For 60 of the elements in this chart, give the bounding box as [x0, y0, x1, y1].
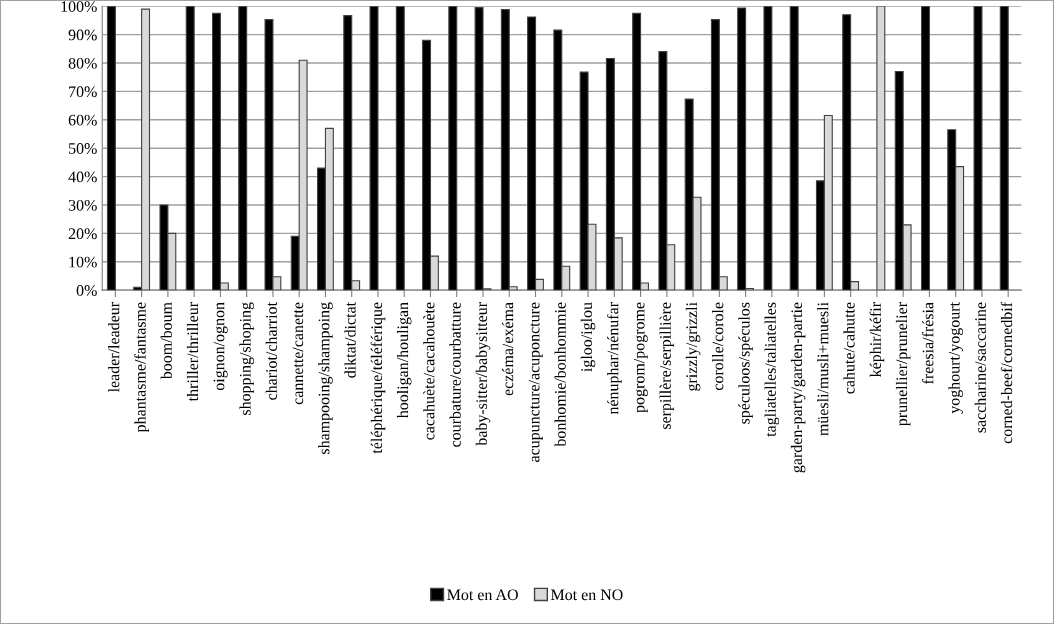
bar	[999, 6, 1009, 291]
legend-label: Mot en NO	[550, 589, 623, 601]
y-tick-label: 60%	[68, 114, 97, 126]
x-tick-label: cannette/canette	[292, 302, 304, 405]
x-tick-label: boom/boum	[160, 302, 172, 380]
y-tick-label: 10%	[69, 256, 97, 268]
x-tick-label: corolle/corole	[712, 302, 724, 391]
bar	[448, 6, 458, 291]
x-tick-label: corned-beef/cornedbif	[1000, 301, 1013, 444]
x-tick-label: pogrom/pogrome	[633, 302, 648, 413]
bar	[369, 6, 379, 291]
y-tick-label: 20%	[68, 228, 97, 240]
x-tick-label: saccharine/saccarine	[974, 302, 986, 433]
x-tick-label: bonhomie/bonhommie	[554, 302, 566, 447]
x-tick-label: nénuphar/nénufar	[606, 302, 622, 415]
x-tick-label: baby-sitter/babysitteur	[475, 302, 491, 446]
x-tick-label: cahute/cahutte	[843, 302, 855, 394]
x-tick-label: freesia/frésia	[922, 302, 934, 384]
bar	[238, 6, 248, 291]
x-tick-label: acupuncture/acuponcture	[528, 302, 543, 462]
x-tick-label: leader/leadeur	[108, 302, 120, 393]
x-tick-label: prunellier/prunelier	[895, 302, 911, 426]
x-tick-label: müesli/musli+muesli	[817, 302, 829, 436]
x-tick-label: cacahuète/cacahouète	[423, 302, 435, 440]
x-tick-label: grizzly/grizzli	[685, 302, 701, 391]
y-tick-label: 90%	[68, 29, 97, 41]
bar	[920, 6, 930, 291]
bar	[789, 6, 799, 291]
x-tick-label: serpillère/serpillière	[659, 302, 675, 430]
x-tick-label: igloo/iglou	[580, 302, 596, 372]
x-tick-label: hooligan/houligan	[396, 302, 412, 419]
y-tick-label: 80%	[68, 57, 97, 69]
y-tick-label: 100%	[61, 1, 97, 12]
x-tick-label: shopping/shoping	[239, 302, 254, 415]
y-tick-label: 70%	[69, 86, 97, 98]
bar	[106, 6, 116, 291]
x-tick-label: képhir/kéfir	[869, 302, 885, 378]
x-tick-label: oignon/ognon	[213, 302, 228, 391]
legend-label: Mot en AO	[447, 589, 518, 601]
x-tick-label: spéculoos/spéculos	[738, 302, 753, 424]
bar	[763, 6, 773, 291]
x-tick-label: eczéma/exéma	[502, 302, 514, 396]
x-tick-label: tagliatelles/taliatelles	[764, 302, 780, 437]
x-tick-label: shampooing/shampoing	[318, 302, 333, 454]
x-tick-label: chariot/charriot	[265, 302, 277, 400]
y-tick-label: 30%	[68, 199, 97, 211]
x-tick-label: téléphérique/téléférique	[370, 302, 386, 454]
x-tick-label: yoghourt/yogourt	[948, 302, 963, 414]
bar	[395, 6, 405, 291]
x-tick-label: courbature/courbatture	[449, 302, 461, 447]
y-tick-label: 40%	[68, 171, 97, 183]
x-tick-label: garden-party/garden-partie	[790, 302, 806, 473]
x-tick-label: phantasme/fantasme	[134, 302, 149, 433]
x-tick-label: thriller/thrilleur	[186, 302, 199, 402]
bar	[185, 6, 195, 291]
bar	[876, 6, 886, 291]
x-tick-label: diktat/dictat	[344, 302, 356, 378]
bar	[973, 6, 983, 291]
y-tick-label: 0%	[76, 285, 97, 296]
y-tick-label: 50%	[69, 143, 97, 154]
